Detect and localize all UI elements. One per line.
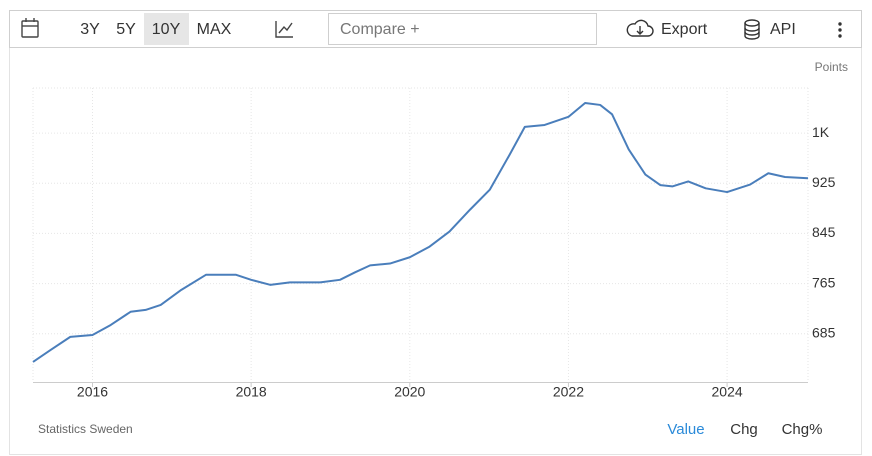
calendar-icon[interactable] [21, 18, 39, 38]
compare-placeholder: Compare + [340, 21, 420, 38]
tab[interactable]: Chg [730, 421, 758, 438]
y-tick-label: 765 [812, 274, 836, 290]
y-tick-label: 685 [812, 324, 836, 340]
chart-type-icon[interactable] [275, 21, 293, 38]
y-tick-label: 845 [812, 224, 836, 240]
active-range-bg [144, 13, 189, 45]
api-icon[interactable] [744, 19, 760, 40]
unit-label: Points [815, 60, 848, 74]
source: Statistics Sweden [38, 422, 133, 436]
api-button[interactable]: API [770, 21, 796, 38]
range-button[interactable]: 3Y [80, 21, 100, 38]
frame [9, 10, 862, 455]
x-tick-label: 2016 [77, 384, 108, 400]
range-button[interactable]: 10Y [152, 21, 181, 38]
y-tick-label: 1K [812, 124, 830, 140]
export-icon[interactable] [626, 19, 654, 37]
range-button[interactable]: 5Y [116, 21, 136, 38]
menu-icon[interactable] [838, 22, 842, 38]
data-line [32, 102, 809, 363]
y-tick-label: 925 [812, 174, 836, 190]
x-tick-label: 2024 [712, 384, 743, 400]
tab[interactable]: Chg% [782, 421, 823, 438]
x-tick-label: 2022 [553, 384, 584, 400]
x-tick-label: 2018 [236, 384, 267, 400]
x-tick-label: 2020 [394, 384, 425, 400]
export-button[interactable]: Export [661, 21, 708, 38]
tab[interactable]: Value [667, 421, 704, 438]
range-button[interactable]: MAX [197, 21, 232, 38]
compare-input[interactable] [328, 13, 597, 45]
